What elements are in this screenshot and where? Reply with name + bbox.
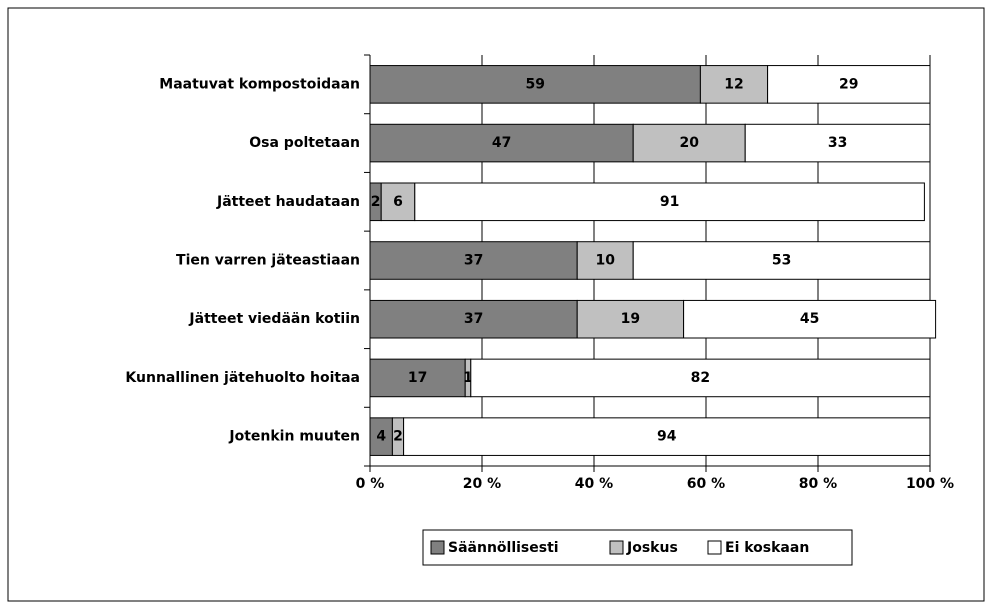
data-label: 33 bbox=[828, 135, 847, 151]
data-label: 17 bbox=[408, 370, 427, 386]
bar-segment bbox=[369, 123, 634, 163]
bar-segment bbox=[369, 65, 701, 104]
bar-segment bbox=[369, 358, 466, 398]
legend-swatch bbox=[430, 540, 445, 555]
bar-segment bbox=[767, 65, 931, 104]
x-tick-label: 40 % bbox=[575, 476, 613, 492]
data-label: 4 bbox=[376, 429, 386, 445]
data-label: 91 bbox=[660, 194, 679, 210]
y-tick-label: Jätteet viedään kotiin bbox=[188, 311, 360, 327]
data-label: 37 bbox=[464, 311, 483, 327]
data-label: 12 bbox=[724, 76, 743, 92]
data-label: 2 bbox=[371, 194, 381, 210]
data-label: 19 bbox=[621, 311, 640, 327]
y-tick-label: Osa poltetaan bbox=[249, 135, 360, 151]
data-label: 6 bbox=[393, 194, 403, 210]
legend-label: Säännöllisesti bbox=[448, 540, 559, 556]
bar-segment bbox=[414, 182, 925, 222]
bar-segment bbox=[369, 241, 578, 280]
legend-box bbox=[422, 529, 853, 566]
data-label: 47 bbox=[492, 135, 511, 151]
data-label: 82 bbox=[691, 370, 710, 386]
legend-swatch bbox=[609, 540, 624, 555]
x-tick-label: 80 % bbox=[799, 476, 837, 492]
data-label: 94 bbox=[657, 429, 677, 445]
y-tick-label: Jotenkin muuten bbox=[228, 429, 360, 445]
y-tick-label: Kunnallinen jätehuolto hoitaa bbox=[125, 370, 360, 386]
bar-segment bbox=[369, 299, 578, 339]
data-label: 45 bbox=[800, 311, 819, 327]
data-label: 37 bbox=[464, 253, 483, 269]
y-tick-label: Maatuvat kompostoidaan bbox=[159, 76, 360, 92]
legend-label: Joskus bbox=[626, 540, 678, 556]
data-label: 2 bbox=[393, 429, 403, 445]
data-label: 53 bbox=[772, 253, 791, 269]
bar-segment bbox=[470, 358, 931, 398]
data-label: 10 bbox=[595, 253, 615, 269]
data-label: 20 bbox=[679, 135, 699, 151]
bar-segment bbox=[403, 417, 931, 456]
x-tick-label: 60 % bbox=[687, 476, 725, 492]
x-tick-label: 0 % bbox=[356, 476, 385, 492]
data-label: 1 bbox=[463, 370, 473, 386]
y-tick-label: Jätteet haudataan bbox=[216, 194, 360, 210]
legend-swatch bbox=[707, 540, 722, 555]
y-tick-label: Tien varren jäteastiaan bbox=[176, 253, 360, 269]
bar-segment bbox=[744, 123, 931, 163]
bar-segment bbox=[683, 299, 937, 339]
data-label: 29 bbox=[839, 76, 858, 92]
data-label: 59 bbox=[525, 76, 544, 92]
bar-segment bbox=[632, 241, 931, 280]
bar-segment bbox=[632, 123, 746, 163]
bar-segment bbox=[699, 65, 769, 104]
x-tick-label: 20 % bbox=[463, 476, 501, 492]
legend-label: Ei koskaan bbox=[725, 540, 809, 556]
x-tick-label: 100 % bbox=[906, 476, 954, 492]
bar-segment bbox=[576, 241, 634, 280]
